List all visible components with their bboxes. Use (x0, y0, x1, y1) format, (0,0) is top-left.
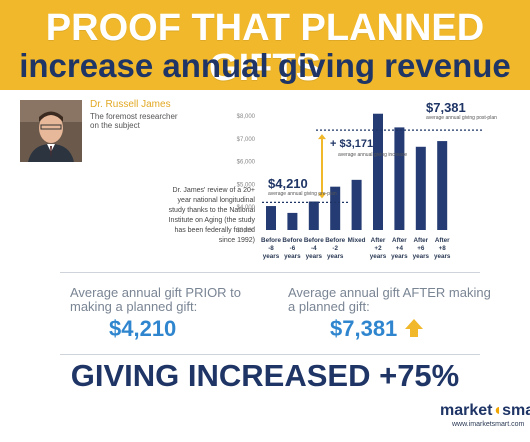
up-arrow-icon (405, 319, 423, 337)
brand-text-2: sma (502, 402, 530, 419)
x-category-label: Before (261, 237, 281, 244)
x-category-label: years (391, 253, 408, 260)
x-category-label: +4 (396, 245, 404, 252)
x-category-label: years (370, 253, 387, 260)
header-banner: PROOF THAT PLANNED GIFTS increase annual… (0, 0, 530, 90)
x-category-label: After (371, 237, 386, 244)
y-tick-label: $4,000 (237, 205, 256, 211)
after-gift-value: $7,381 (330, 316, 398, 341)
bar (266, 206, 276, 230)
brand-logo: market◖sma (440, 402, 530, 420)
x-category-label: +6 (417, 245, 425, 252)
researcher-bio: The foremost researcher on the subject (90, 112, 178, 130)
y-tick-label: $6,000 (237, 160, 256, 166)
researcher-photo (20, 100, 82, 162)
brand-mark-icon: ◖ (492, 402, 503, 419)
bar (373, 113, 383, 230)
bar (351, 179, 362, 230)
giving-bar-chart: $3,000 $4,000 $5,000 $6,000 $7,000 $8,000 Befo… (237, 100, 497, 260)
prior-gift-value: $4,210 (109, 316, 177, 341)
portrait-image (20, 100, 82, 162)
divider-top (60, 272, 480, 273)
x-category-label: -8 (268, 245, 274, 252)
x-category-label: years (413, 253, 430, 260)
x-category-label: +2 (374, 245, 382, 252)
y-tick-label: $3,000 (237, 228, 256, 234)
conclusion-statement: GIVING INCREASED +75% (70, 358, 460, 393)
divider-bottom (60, 354, 480, 355)
increase-value: + $3,171 (330, 138, 373, 150)
researcher-name: Dr. Russell James (90, 99, 171, 110)
x-category-label: years (284, 253, 301, 260)
pre-average-note: average annual giving pre-plan (268, 191, 337, 197)
study-description: Dr. James' review of a 20+ year national… (168, 187, 255, 244)
x-category-label: years (434, 253, 451, 260)
pre-average-value: $4,210 (268, 176, 308, 191)
bar (308, 201, 319, 230)
x-category-label: +8 (439, 245, 447, 252)
post-average-value: $7,381 (426, 100, 466, 115)
x-category-label: -4 (311, 245, 317, 252)
x-category-label: years (327, 253, 344, 260)
increase-arrow-head-down (318, 193, 326, 199)
website-url: www.imarketsmart.com (452, 421, 525, 428)
bar (415, 146, 426, 230)
x-category-label: years (306, 253, 323, 260)
subheadline: increase annual giving revenue (19, 47, 511, 84)
brand-text-1: market (440, 402, 493, 419)
increase-note: average annual giving increase (338, 152, 407, 158)
x-category-label: Before (282, 237, 302, 244)
bar (437, 141, 448, 230)
prior-gift-label: Average annual gift PRIOR to making a pl… (70, 285, 242, 314)
x-category-label: After (435, 237, 450, 244)
x-category-label: After (413, 237, 428, 244)
x-category-label: Before (325, 237, 345, 244)
increase-arrow-head-up (318, 134, 326, 140)
bar (394, 127, 405, 230)
y-tick-label: $8,000 (237, 114, 256, 120)
x-category-label: years (263, 253, 280, 260)
x-category-label: Mixed (348, 237, 366, 244)
x-category-label: -2 (332, 245, 338, 252)
y-tick-label: $7,000 (237, 137, 256, 143)
x-category-label: -6 (290, 245, 296, 252)
bar (330, 186, 341, 230)
post-average-note: average annual giving post-plan (426, 115, 497, 121)
bar (287, 212, 298, 230)
after-gift-label: Average annual gift AFTER making a plann… (288, 285, 491, 314)
x-category-label: Before (304, 237, 324, 244)
y-tick-label: $5,000 (237, 182, 256, 188)
x-category-label: After (392, 237, 407, 244)
headline: PROOF THAT PLANNED GIFTS (45, 7, 485, 89)
